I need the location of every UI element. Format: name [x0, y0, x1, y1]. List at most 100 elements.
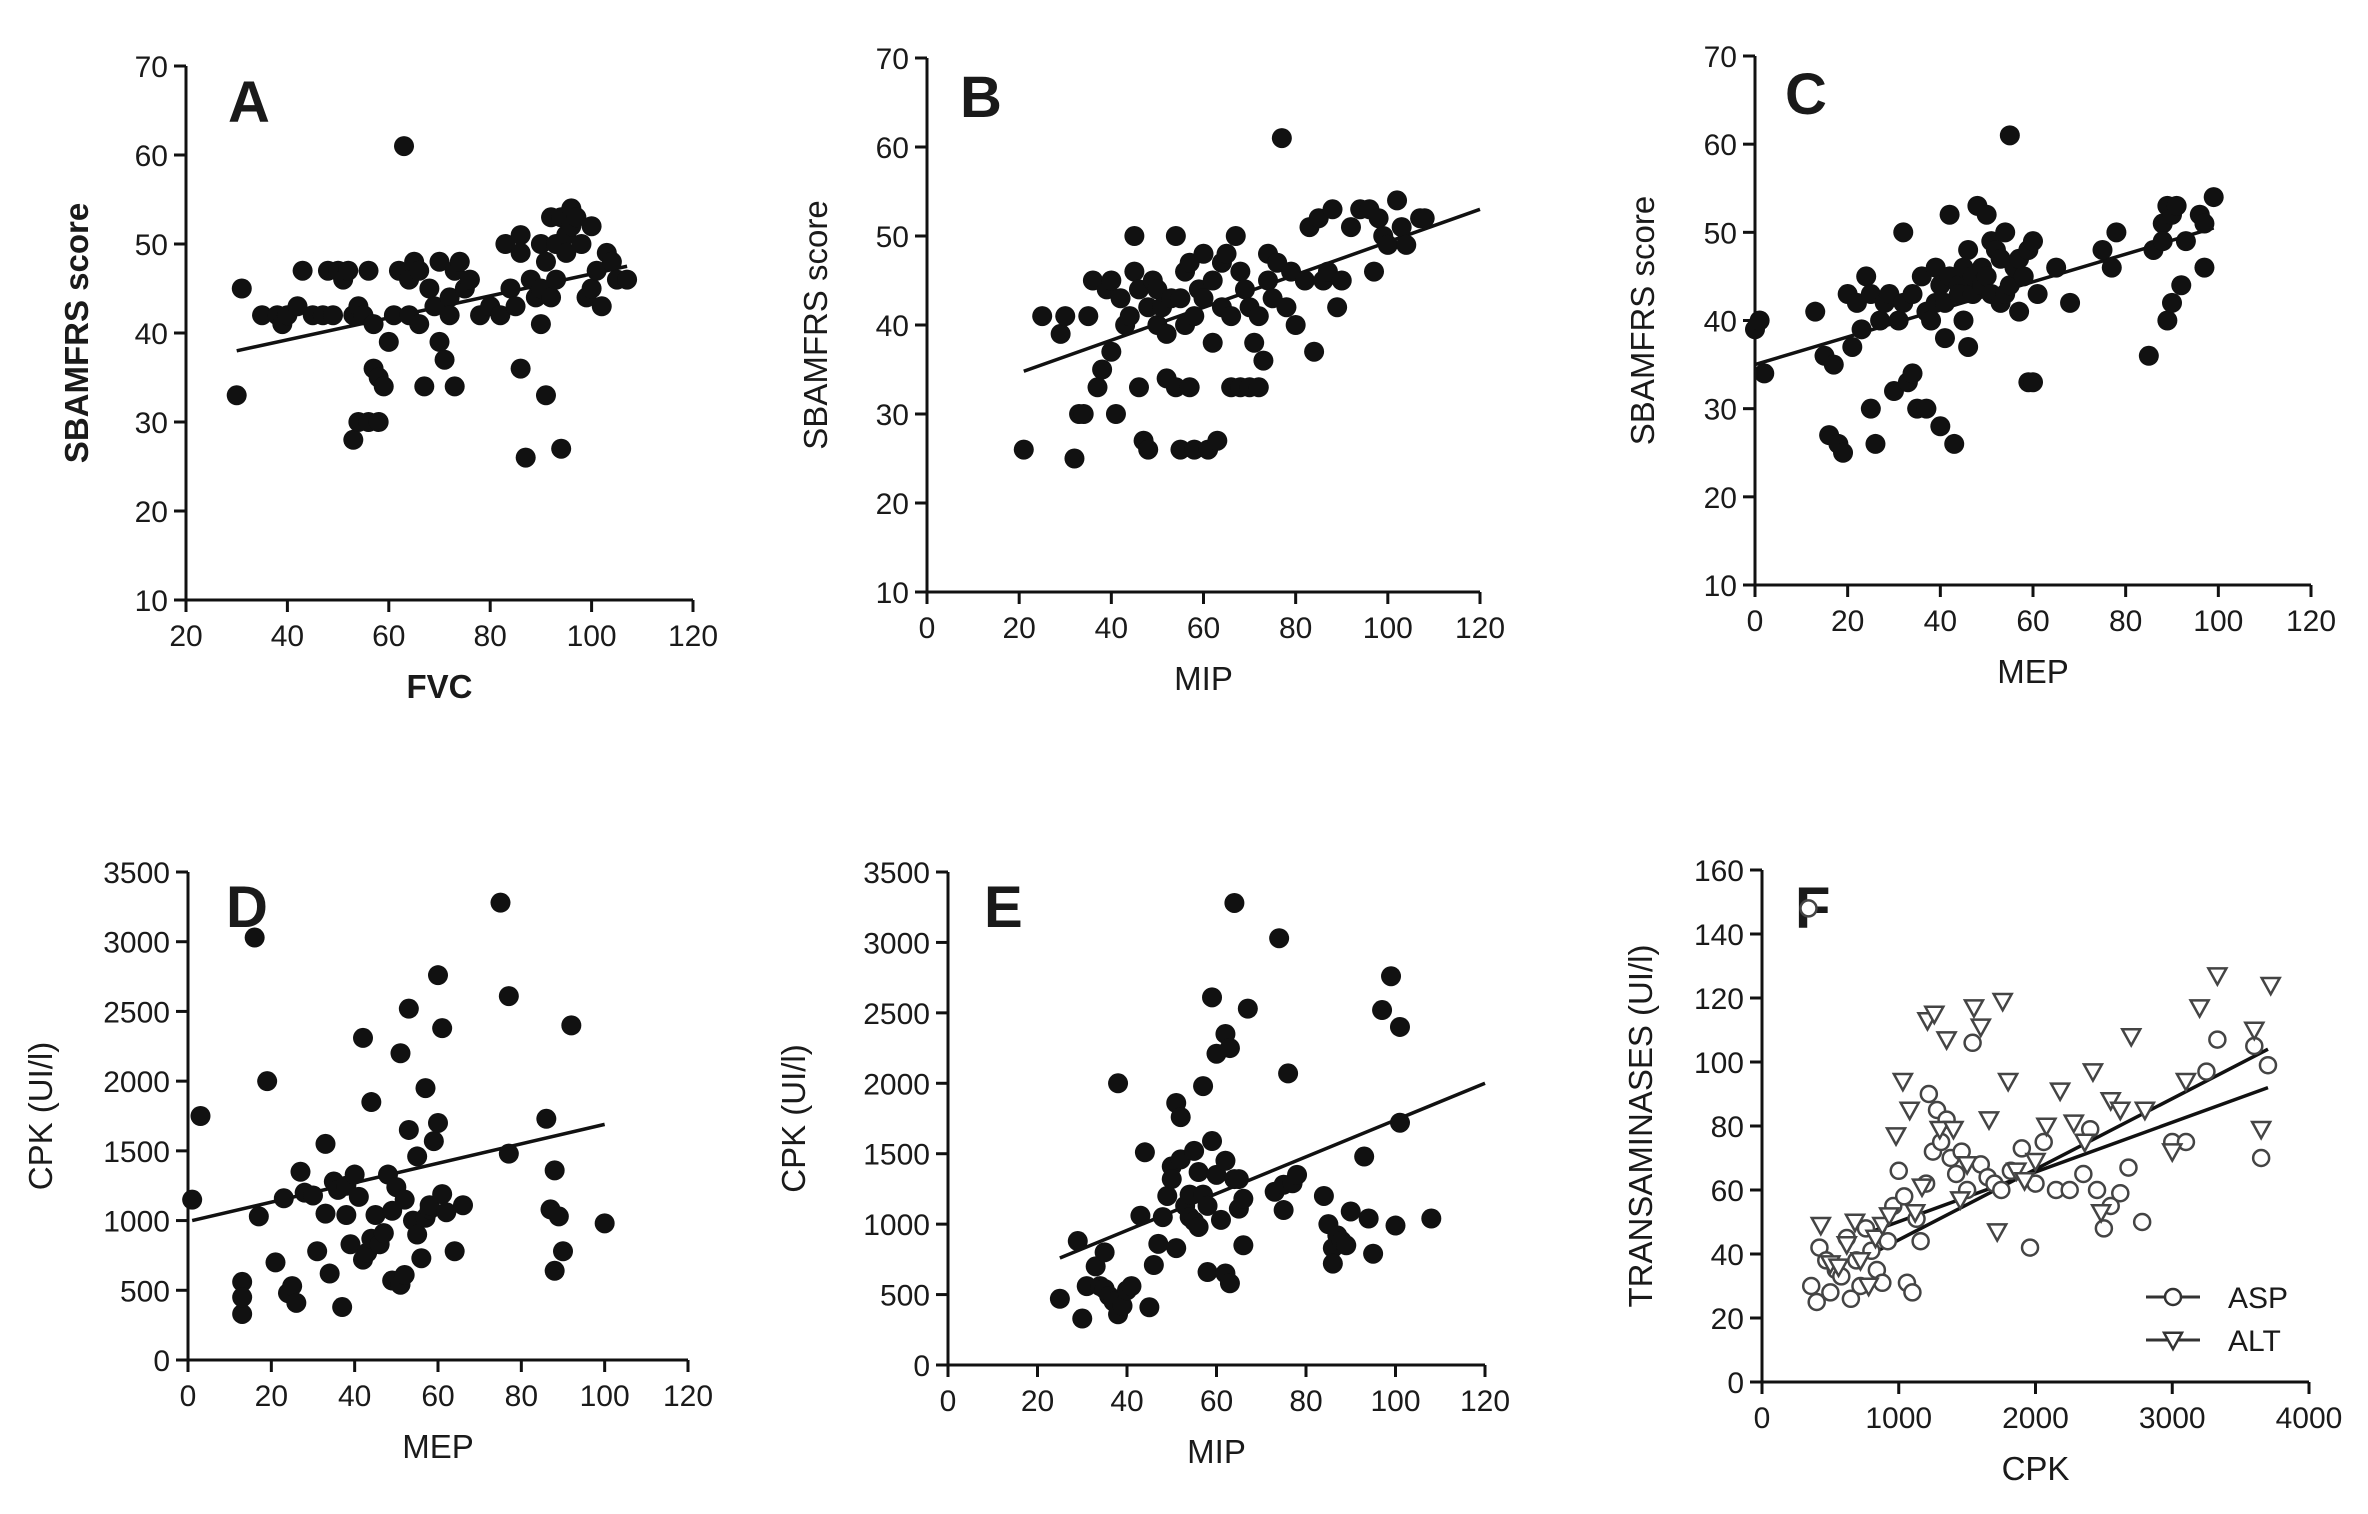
data-point — [1396, 234, 1417, 255]
x-tick-label: 80 — [1289, 1385, 1322, 1418]
y-tick-label: 160 — [1694, 855, 1744, 888]
data-point — [1166, 1238, 1187, 1259]
y-tick-label: 500 — [880, 1280, 930, 1313]
x-tick-label: 100 — [1363, 612, 1413, 645]
data-point — [290, 1161, 311, 1182]
data-point — [546, 269, 567, 290]
data-point — [1165, 377, 1186, 398]
panel-d: 0 20 40 60 80 100 120 0 500 1000 1500 2000 2500 3000 3… — [22, 857, 713, 1465]
data-point-asp — [2074, 1164, 2093, 1184]
data-point — [1193, 1076, 1214, 1097]
data-point-alt — [1857, 1277, 1880, 1298]
x-tick-label: 80 — [505, 1380, 538, 1413]
data-point — [1381, 966, 1402, 987]
x-tick-label: 40 — [271, 620, 304, 653]
data-point — [273, 1188, 294, 1209]
data-point — [398, 1119, 419, 1140]
x-tick-label: 40 — [1095, 612, 1128, 645]
panel-f: 0 1000 2000 3000 4000 0 20 40 60 80 100 120 140 160 CP… — [1622, 855, 2342, 1487]
data-point-alt — [2109, 1101, 2132, 1122]
data-point — [510, 225, 531, 246]
data-point — [439, 287, 460, 308]
panel-c: 0 20 40 60 80 100 120 10 20 30 40 50 60 70 MEP SBAMFRS … — [1624, 41, 2336, 690]
data-point — [409, 260, 430, 281]
x-tick-label: 2000 — [2002, 1402, 2069, 1435]
y-tick-label: 3000 — [863, 927, 930, 960]
y-tick-label: 500 — [120, 1275, 170, 1308]
data-point-alt — [1935, 1031, 1958, 1052]
data-point — [1944, 433, 1965, 454]
data-point — [231, 278, 252, 299]
data-point — [409, 314, 430, 335]
data-point-asp — [1801, 1276, 1821, 1296]
data-point-asp — [2132, 1212, 2152, 1232]
data-point — [1865, 433, 1886, 454]
data-point — [2106, 222, 2127, 243]
data-point-asp — [2208, 1030, 2227, 1049]
data-point — [1354, 1146, 1375, 1167]
data-point — [1934, 328, 1955, 349]
data-point — [1073, 404, 1094, 424]
data-point-alt — [2243, 1021, 2266, 1042]
data-point — [1148, 1233, 1169, 1254]
data-point — [1916, 398, 1937, 419]
data-point — [1273, 1200, 1294, 1221]
data-point — [2194, 257, 2215, 278]
data-point — [453, 1195, 473, 1216]
data-point — [535, 385, 556, 406]
data-point — [1184, 439, 1205, 460]
x-tick-label: 80 — [474, 620, 507, 653]
y-tick-label: 0 — [1727, 1367, 1744, 1400]
data-point — [434, 349, 455, 370]
x-tick-label: 40 — [1110, 1385, 1143, 1418]
panel-b: 0 20 40 60 80 100 120 10 20 30 40 50 60 70 MIP SBAMFRS … — [797, 43, 1505, 697]
data-point — [2166, 195, 2187, 216]
x-tick-label: 20 — [255, 1380, 288, 1413]
data-point — [2023, 372, 2043, 393]
data-point — [1976, 266, 1997, 287]
y-tick-label: 60 — [1711, 1175, 1744, 1208]
data-point-alt — [2005, 1162, 2028, 1183]
data-point-asp — [1807, 1292, 1826, 1312]
data-point — [530, 234, 551, 254]
data-point-alt — [1977, 1111, 2001, 1132]
data-point — [1193, 243, 1214, 264]
data-point-alt — [1942, 1120, 1965, 1141]
panel-letter: E — [984, 875, 1023, 940]
data-point-asp — [1911, 1231, 1930, 1251]
data-point-alt — [1849, 1251, 1872, 1272]
data-point-alt — [2099, 1091, 2122, 1112]
data-point — [1108, 1073, 1129, 1094]
y-tick-label: 1000 — [863, 1209, 930, 1242]
y-tick-label: 70 — [1704, 41, 1737, 74]
data-point-alt — [2081, 1063, 2105, 1084]
data-point — [1184, 306, 1205, 327]
x-tick-label: 100 — [1370, 1385, 1420, 1418]
data-point — [2027, 284, 2048, 305]
y-tick-label: 60 — [1704, 129, 1737, 162]
data-point — [428, 1112, 448, 1133]
data-point — [323, 305, 344, 326]
data-point — [363, 314, 384, 335]
data-point — [1170, 439, 1191, 460]
y-tick-label: 30 — [1704, 394, 1737, 427]
data-point — [571, 234, 592, 254]
data-point — [1188, 1216, 1209, 1237]
data-point-alt — [1956, 1155, 1979, 1176]
data-point — [432, 1018, 453, 1039]
data-point — [1948, 284, 1969, 305]
data-point — [530, 314, 551, 335]
y-tick-label: 3000 — [103, 927, 170, 960]
data-point — [398, 998, 419, 1019]
data-point — [1233, 1188, 1254, 1209]
data-point — [1233, 1235, 1254, 1256]
y-axis-title: CPK (UI/l) — [775, 1044, 812, 1193]
data-point — [373, 1223, 394, 1244]
data-point — [419, 278, 440, 299]
data-point — [411, 1248, 432, 1269]
data-point — [232, 1303, 253, 1324]
data-point — [1067, 1231, 1088, 1252]
y-tick-label: 60 — [876, 132, 909, 165]
x-tick-label: 120 — [668, 620, 718, 653]
data-point — [182, 1189, 203, 1210]
